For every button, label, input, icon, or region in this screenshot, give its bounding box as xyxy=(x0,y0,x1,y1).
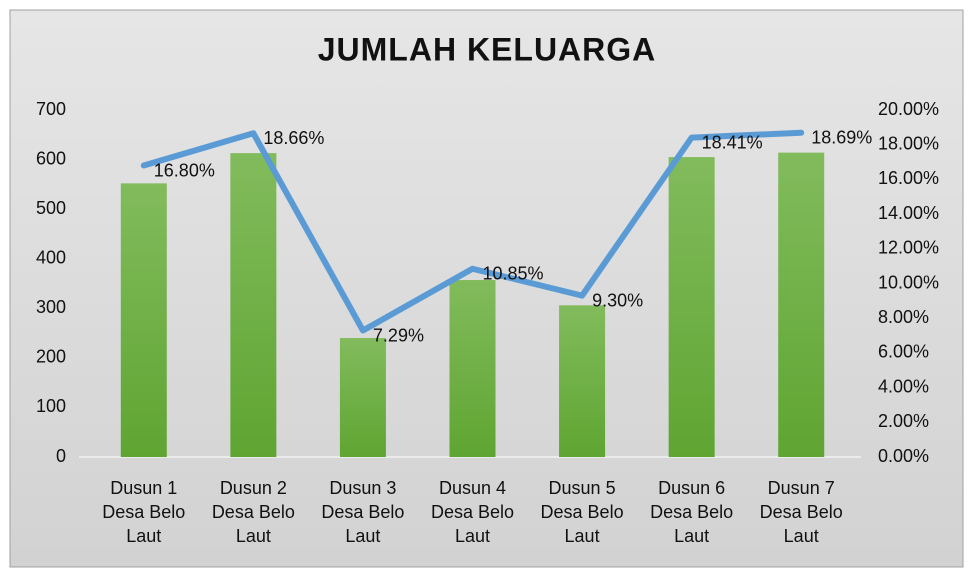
y-tick-label: 500 xyxy=(36,198,66,218)
x-tick-label: Dusun 3 Desa Belo Laut xyxy=(321,478,405,546)
bar xyxy=(668,157,715,458)
line xyxy=(140,129,805,334)
data-label: 9.30% xyxy=(592,290,643,310)
x-tick-label: Dusun 6 Desa Belo Laut xyxy=(650,478,734,546)
bar xyxy=(339,338,386,457)
data-label: 18.66% xyxy=(263,128,324,148)
y-tick-label: 0 xyxy=(56,446,66,466)
data-label: 18.69% xyxy=(811,127,872,147)
y2-tick-label: 4.00% xyxy=(878,376,929,396)
y-tick-label: 300 xyxy=(36,297,66,317)
y2-tick-label: 12.00% xyxy=(878,238,939,258)
x-tick-label: Dusun 7 Desa Belo Laut xyxy=(759,478,843,546)
y2-tick-label: 20.00% xyxy=(878,99,939,119)
y-tick-label: 700 xyxy=(36,99,66,119)
y2-tick-label: 6.00% xyxy=(878,342,929,362)
bar xyxy=(230,153,277,457)
bar xyxy=(120,183,167,457)
y2-tick-label: 8.00% xyxy=(878,307,929,327)
y-tick-label: 400 xyxy=(36,247,66,267)
y2-tick-label: 14.00% xyxy=(878,203,939,223)
data-label: 7.29% xyxy=(373,325,424,345)
bar xyxy=(778,152,825,458)
x-tick-label: Dusun 1 Desa Belo Laut xyxy=(102,478,186,546)
y2-tick-label: 2.00% xyxy=(878,411,929,431)
data-label: 10.85% xyxy=(483,264,544,284)
data-label: 18.41% xyxy=(702,132,763,152)
y2-tick-label: 18.00% xyxy=(878,133,939,153)
y-tick-label: 600 xyxy=(36,148,66,168)
x-tick-label: Dusun 4 Desa Belo Laut xyxy=(430,478,515,546)
y2-tick-label: 10.00% xyxy=(878,272,939,292)
x-tick-label: Dusun 5 Desa Belo Laut xyxy=(540,478,624,546)
y-tick-label: 100 xyxy=(36,396,66,416)
bar xyxy=(449,280,496,457)
y2-tick-label: 16.00% xyxy=(878,168,939,188)
x-tick-label: Dusun 2 Desa Belo Laut xyxy=(211,478,295,546)
y-tick-label: 200 xyxy=(36,347,66,367)
data-label: 16.80% xyxy=(154,160,215,180)
chart-title: JUMLAH KELUARGA xyxy=(318,31,657,67)
bar xyxy=(559,305,606,457)
y2-tick-label: 0.00% xyxy=(878,446,929,466)
